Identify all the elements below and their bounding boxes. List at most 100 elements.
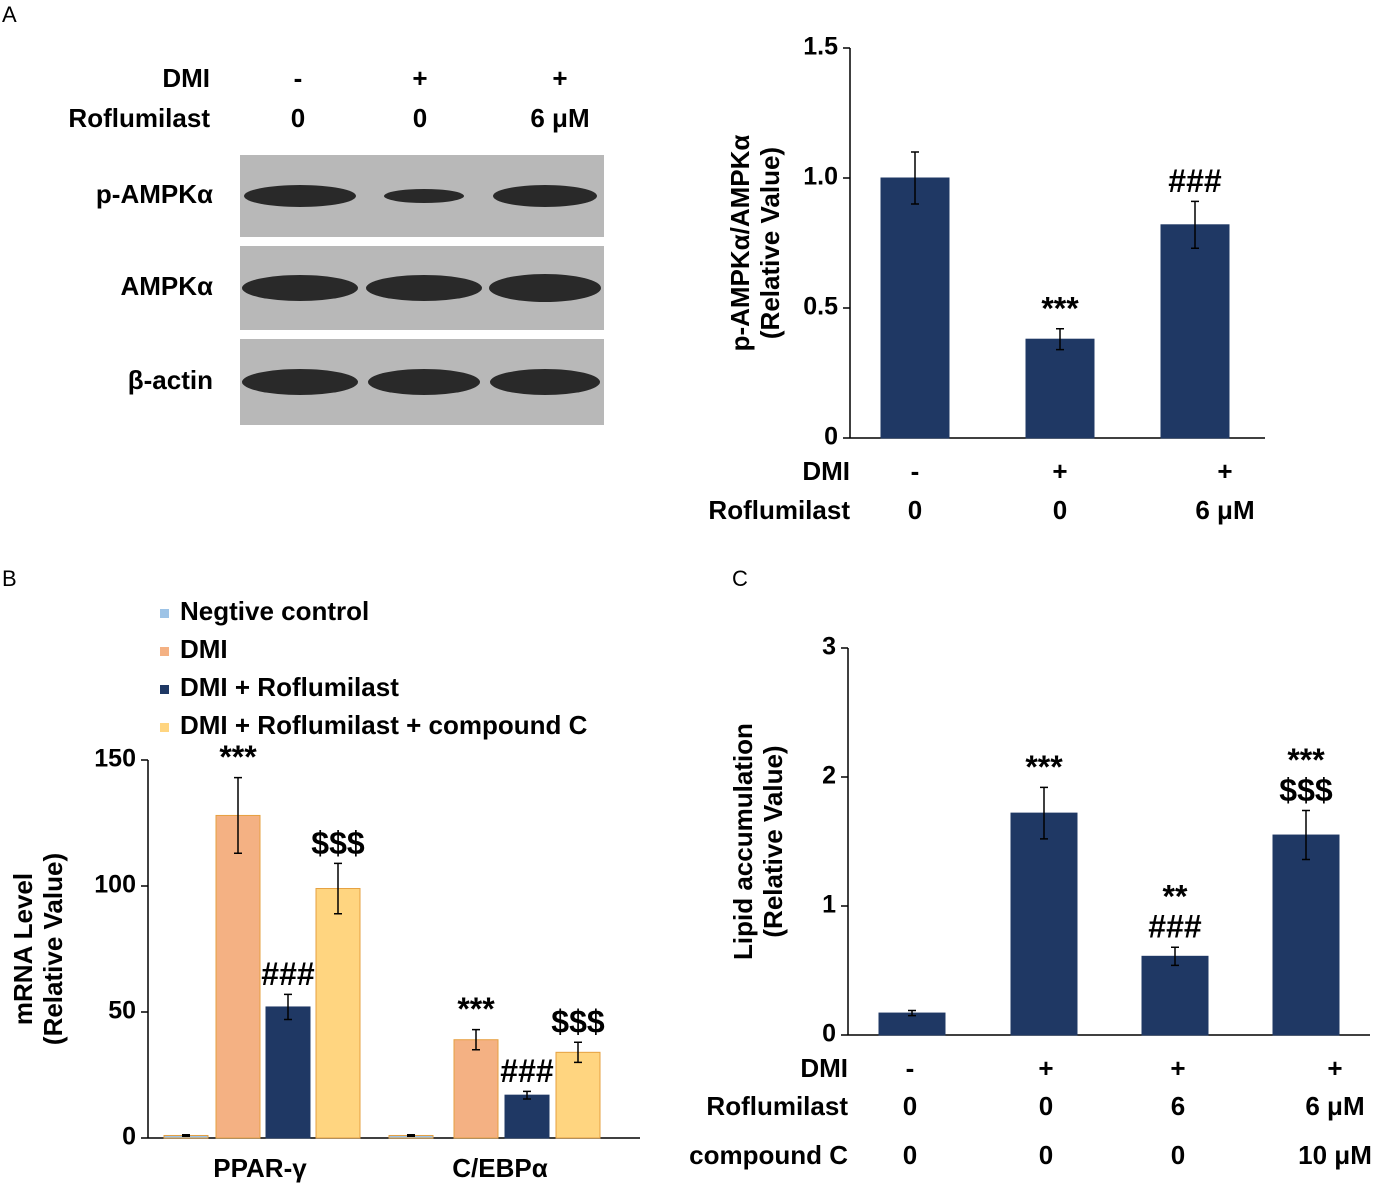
condition-value: - (906, 1053, 915, 1083)
y-tick-label: 0 (122, 1123, 136, 1151)
y-tick-label: 100 (94, 871, 136, 899)
condition-label: Roflumilast (706, 1091, 848, 1121)
significance-label: $$$ (551, 1004, 605, 1040)
bar (880, 177, 950, 439)
condition-label: compound C (689, 1140, 848, 1170)
condition-value: + (1038, 1053, 1053, 1083)
y-tick-label: 0 (822, 1020, 836, 1048)
condition-value: + (1052, 456, 1067, 486)
condition-value: 0 (908, 495, 922, 525)
significance-label: *** (457, 991, 495, 1027)
condition-value: + (1217, 456, 1232, 486)
bar (453, 1039, 499, 1139)
condition-value: + (1170, 1053, 1185, 1083)
bar (265, 1006, 311, 1139)
error-bar (523, 1090, 531, 1100)
bar (1160, 224, 1230, 439)
error-bar (1302, 809, 1310, 861)
blot-band (490, 369, 600, 395)
error-bar (1191, 200, 1199, 249)
x-tick-label: C/EBPα (452, 1153, 547, 1183)
condition-value: - (911, 456, 920, 486)
blot-band (366, 275, 482, 301)
significance-label: ** (1163, 879, 1188, 915)
error-bar (908, 1009, 916, 1017)
condition-value: 6 μM (1195, 495, 1254, 525)
condition-value: + (552, 63, 567, 93)
y-axis-label: (Relative Value) (755, 147, 785, 339)
bar (215, 814, 261, 1139)
error-bar (574, 1041, 582, 1064)
bar (1010, 812, 1078, 1036)
blot-band (384, 189, 464, 203)
error-bar (407, 1133, 415, 1137)
blot-band (244, 185, 356, 207)
band-label: p-AMPKα (96, 179, 213, 209)
y-axis-label: Lipid accumulation (728, 723, 758, 960)
error-bar (334, 862, 342, 915)
y-tick-label: 1.5 (803, 33, 838, 61)
y-tick-label: 0.5 (803, 293, 838, 321)
condition-label: DMI (800, 1053, 848, 1083)
condition-value: 10 μM (1298, 1140, 1372, 1170)
error-bar (1171, 946, 1179, 967)
condition-value: 0 (413, 103, 427, 133)
condition-value: 6 (1171, 1091, 1185, 1121)
condition-value: 6 μM (530, 103, 589, 133)
legend-label: Negtive control (180, 596, 369, 626)
blot-band (242, 275, 358, 301)
significance-label: ### (1148, 909, 1202, 945)
significance-label: ### (500, 1053, 554, 1089)
y-tick-label: 0 (824, 423, 838, 451)
band-label: β-actin (128, 365, 213, 395)
condition-label: DMI (802, 456, 850, 486)
panel-label: C (732, 566, 748, 591)
condition-value: 0 (903, 1140, 917, 1170)
y-tick-label: 50 (108, 997, 136, 1025)
legend-label: DMI + Roflumilast (180, 672, 399, 702)
panel-label: A (2, 2, 17, 27)
condition-value: 0 (291, 103, 305, 133)
y-axis-label: (Relative Value) (758, 745, 788, 937)
y-tick-label: 3 (822, 633, 836, 661)
condition-value: 0 (1039, 1140, 1053, 1170)
y-axis-label: mRNA Level (8, 873, 38, 1025)
significance-label: *** (1287, 742, 1325, 778)
legend-label: DMI + Roflumilast + compound C (180, 710, 588, 740)
error-bar (284, 993, 292, 1021)
condition-label: Roflumilast (68, 103, 210, 133)
significance-label: $$$ (1279, 772, 1333, 808)
y-tick-label: 2 (822, 762, 836, 790)
error-bar (1056, 328, 1064, 351)
condition-value: 6 μM (1305, 1091, 1364, 1121)
significance-label: *** (1025, 749, 1063, 785)
condition-label: Roflumilast (708, 495, 850, 525)
blot-band (368, 369, 480, 395)
legend-swatch (160, 609, 169, 618)
blot-band (493, 185, 597, 207)
condition-value: 0 (1053, 495, 1067, 525)
blot-band (489, 274, 601, 302)
error-bar (234, 776, 242, 854)
significance-label: ### (261, 956, 315, 992)
bar (1272, 834, 1340, 1036)
y-tick-label: 1 (822, 891, 836, 919)
significance-label: *** (1041, 290, 1079, 326)
error-bar (1040, 786, 1048, 840)
x-tick-label: PPAR-γ (213, 1153, 307, 1183)
error-bar (182, 1133, 190, 1137)
condition-value: - (294, 63, 303, 93)
bar (1141, 955, 1209, 1036)
bar (555, 1051, 601, 1139)
legend-swatch (160, 685, 169, 694)
significance-label: $$$ (311, 825, 365, 861)
band-label: AMPKα (120, 271, 213, 301)
condition-value: + (1327, 1053, 1342, 1083)
bar (504, 1094, 550, 1139)
panel-label: B (2, 566, 17, 591)
error-bar (911, 151, 919, 205)
legend-label: DMI (180, 634, 228, 664)
significance-label: ### (1168, 163, 1222, 199)
significance-label: *** (219, 739, 257, 775)
